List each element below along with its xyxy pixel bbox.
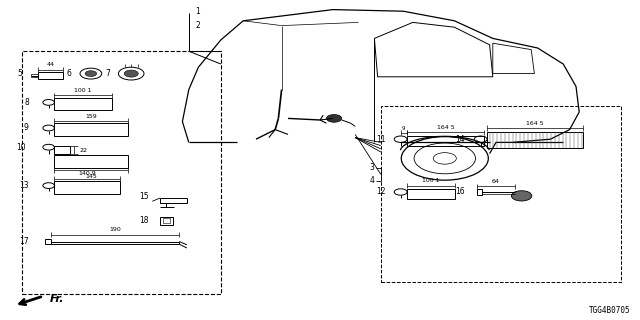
Text: 17: 17 — [19, 237, 29, 246]
Circle shape — [85, 71, 97, 76]
Text: 10: 10 — [16, 143, 26, 152]
Text: 164 5: 164 5 — [436, 125, 454, 130]
Text: 145: 145 — [85, 173, 97, 179]
Bar — [54, 123, 128, 136]
Text: 159: 159 — [85, 114, 97, 119]
Text: 7: 7 — [105, 69, 110, 78]
Text: 64: 64 — [492, 179, 500, 184]
Text: 15: 15 — [139, 192, 148, 201]
Bar — [54, 146, 70, 154]
Text: Fr.: Fr. — [50, 294, 65, 304]
Text: 14: 14 — [456, 135, 465, 144]
Text: 13: 13 — [19, 181, 29, 190]
Circle shape — [124, 70, 138, 77]
Bar — [54, 181, 120, 194]
Circle shape — [511, 191, 532, 201]
Text: 100 1: 100 1 — [422, 178, 440, 183]
Text: 6: 6 — [67, 69, 72, 78]
Text: 4: 4 — [369, 176, 374, 185]
Text: 8: 8 — [24, 98, 29, 107]
Text: 16: 16 — [456, 188, 465, 196]
Bar — [54, 155, 128, 168]
Bar — [22, 51, 221, 294]
Text: 9: 9 — [24, 124, 29, 132]
Bar — [160, 217, 173, 225]
Text: 1: 1 — [195, 7, 200, 16]
Bar — [407, 136, 484, 146]
Text: 164 5: 164 5 — [526, 121, 544, 126]
Bar — [477, 189, 482, 195]
Text: 18: 18 — [139, 216, 148, 225]
Text: 190: 190 — [109, 227, 121, 232]
Bar — [31, 74, 38, 77]
Text: 11: 11 — [376, 135, 385, 144]
Text: 5: 5 — [17, 69, 22, 78]
Bar — [163, 218, 170, 223]
Bar — [487, 132, 583, 148]
Bar — [54, 98, 112, 110]
Bar — [381, 106, 621, 282]
Bar — [160, 198, 187, 203]
Text: 22: 22 — [80, 148, 88, 153]
Text: 9: 9 — [402, 125, 406, 131]
Text: TGG4B0705: TGG4B0705 — [589, 306, 630, 315]
Text: 12: 12 — [376, 188, 385, 196]
Text: 2: 2 — [195, 21, 200, 30]
Bar — [45, 239, 51, 244]
Bar — [38, 72, 63, 79]
Circle shape — [326, 115, 342, 122]
Text: 3: 3 — [369, 164, 374, 172]
Text: 100 1: 100 1 — [74, 88, 92, 93]
Text: 140.9: 140.9 — [79, 171, 96, 176]
Text: 44: 44 — [47, 62, 54, 68]
Bar — [407, 189, 455, 199]
